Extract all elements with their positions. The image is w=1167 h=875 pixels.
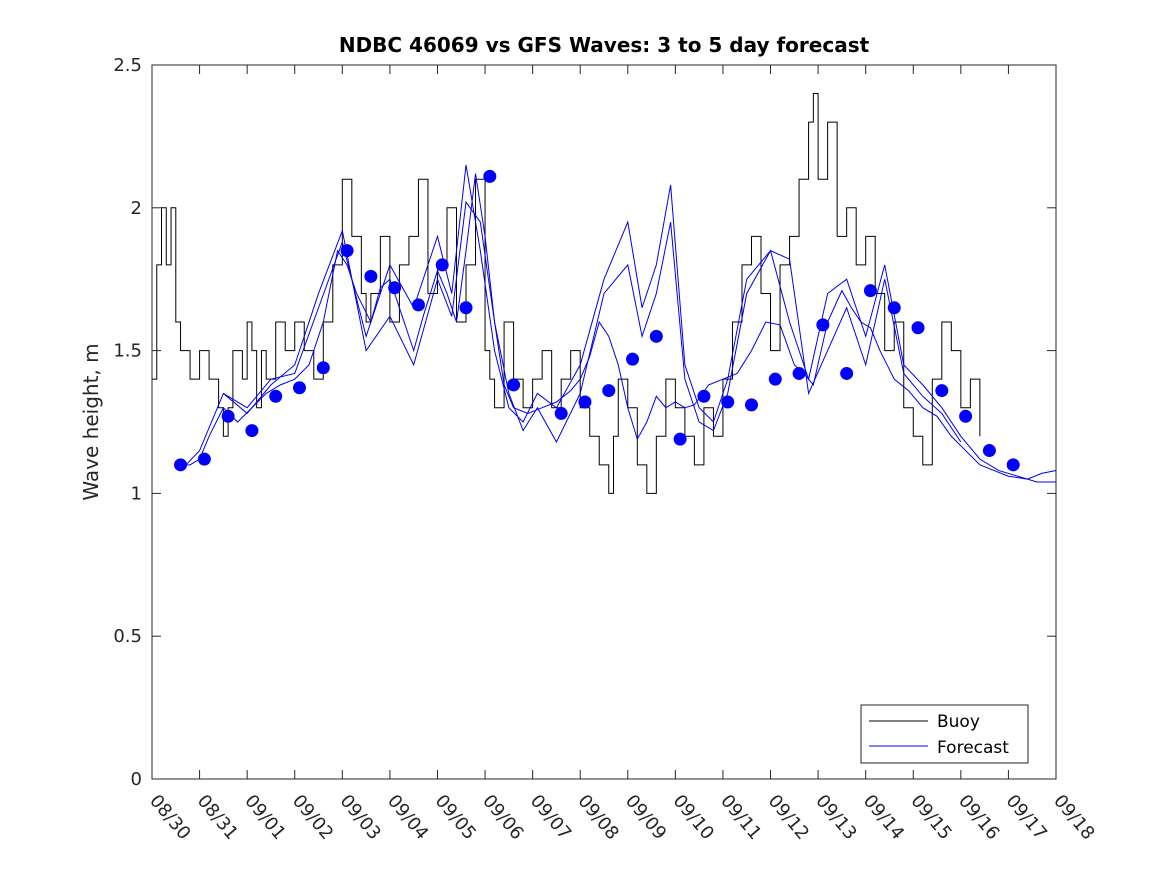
forecast-marker xyxy=(768,372,782,386)
forecast-markers xyxy=(174,169,1020,472)
forecast-series-line-2 xyxy=(180,164,1056,483)
forecast-series-line-1 xyxy=(180,173,1057,480)
forecast-marker xyxy=(697,389,711,403)
forecast-marker xyxy=(744,398,758,412)
forecast-marker xyxy=(863,284,877,298)
forecast-marker xyxy=(578,395,592,409)
forecast-marker xyxy=(340,244,354,258)
forecast-marker xyxy=(935,384,949,398)
forecast-marker xyxy=(816,318,830,332)
forecast-marker xyxy=(887,301,901,315)
forecast-marker xyxy=(626,352,640,366)
forecast-marker xyxy=(411,298,425,312)
forecast-marker xyxy=(316,361,330,375)
y-tick-label: 0 xyxy=(131,769,142,790)
forecast-marker xyxy=(792,366,806,380)
series-layer xyxy=(152,93,1057,494)
legend: Buoy Forecast xyxy=(860,704,1029,764)
forecast-marker xyxy=(435,258,449,272)
buoy-series-line xyxy=(152,93,981,494)
forecast-marker xyxy=(982,444,996,458)
plot-area xyxy=(151,64,1057,780)
y-tick-label: 1 xyxy=(131,483,142,504)
y-tick-label: 2 xyxy=(131,198,142,219)
forecast-marker xyxy=(174,458,188,472)
forecast-marker xyxy=(840,366,854,380)
forecast-marker xyxy=(673,432,687,446)
forecast-marker xyxy=(197,452,211,466)
forecast-marker xyxy=(507,378,521,392)
y-tick-label: 0.5 xyxy=(113,626,142,647)
forecast-marker xyxy=(483,169,497,183)
legend-forecast-label: Forecast xyxy=(937,738,1009,758)
y-axis-label: Wave height, m xyxy=(79,343,103,500)
y-axis-ticks: 0 0.5 1 1.5 2 2.5 xyxy=(113,55,1056,790)
y-tick-label: 1.5 xyxy=(113,341,142,362)
forecast-marker xyxy=(292,381,306,395)
y-tick-label: 2.5 xyxy=(113,55,142,76)
forecast-marker xyxy=(911,321,925,335)
forecast-marker xyxy=(269,389,283,403)
forecast-marker xyxy=(245,424,259,438)
forecast-marker xyxy=(388,281,402,295)
legend-buoy-label: Buoy xyxy=(937,712,980,732)
legend-box xyxy=(860,704,1029,764)
forecast-marker xyxy=(1006,458,1020,472)
chart-title: NDBC 46069 vs GFS Waves: 3 to 5 day fore… xyxy=(339,33,870,57)
forecast-marker xyxy=(459,301,473,315)
forecast-marker xyxy=(602,384,616,398)
forecast-series-line-3 xyxy=(223,200,962,444)
forecast-marker xyxy=(959,409,973,423)
forecast-marker xyxy=(721,395,735,409)
forecast-marker xyxy=(649,329,663,343)
forecast-marker xyxy=(364,269,378,283)
forecast-marker xyxy=(554,406,568,420)
forecast-marker xyxy=(221,409,235,423)
